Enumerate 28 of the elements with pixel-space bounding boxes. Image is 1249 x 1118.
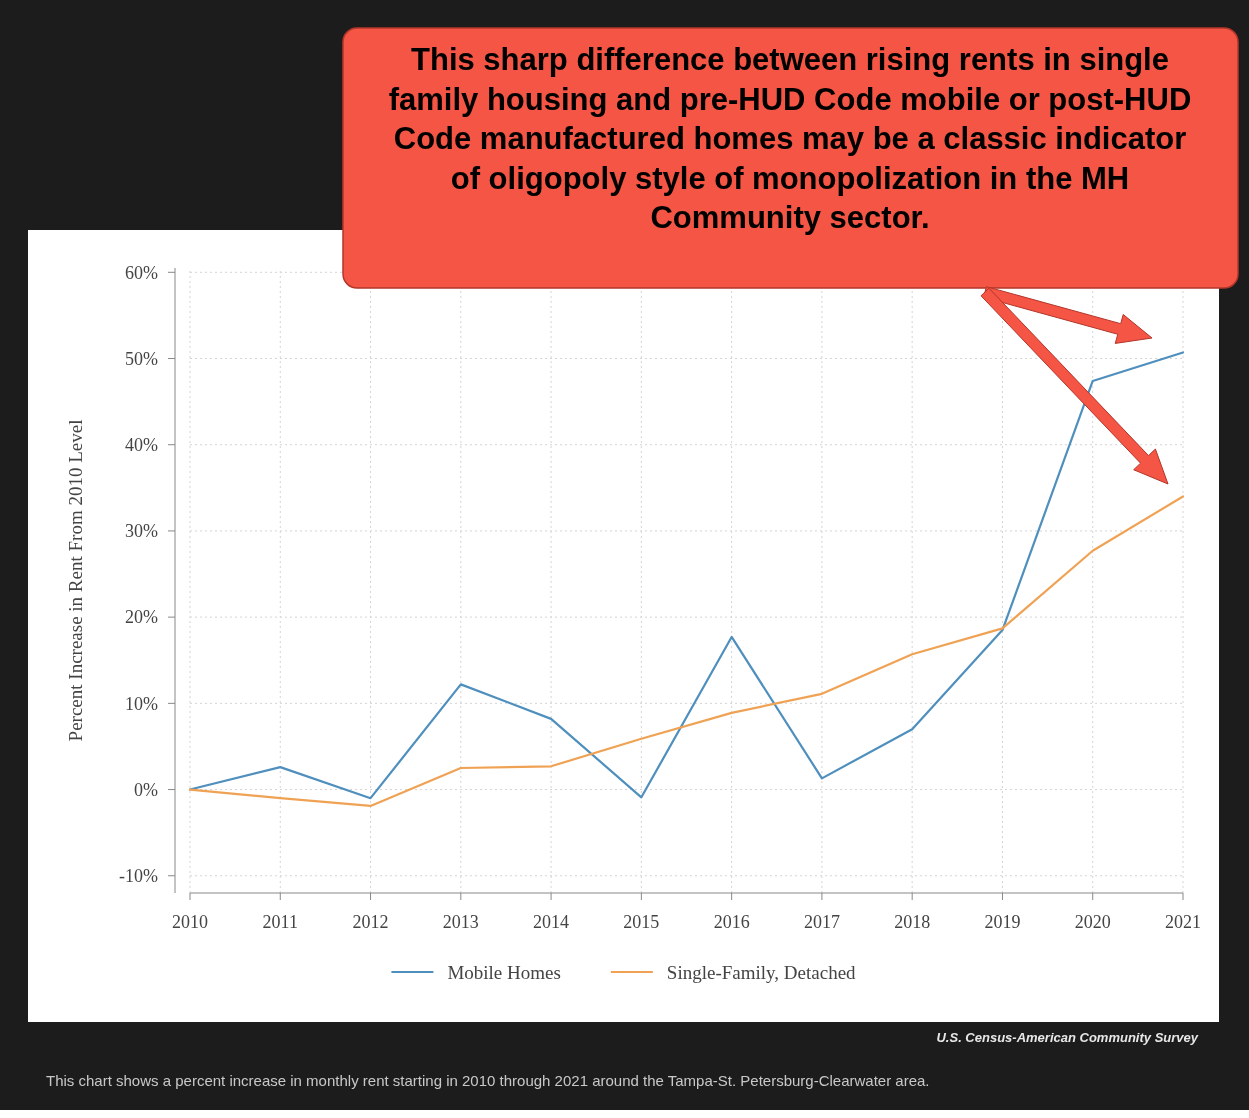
text: U.S. Census-American Community Survey bbox=[936, 1030, 1199, 1045]
x-tick-label: 2014 bbox=[533, 912, 570, 932]
line-series bbox=[188, 495, 1185, 808]
text: This sharp difference between rising rents in single family housing and pre-HUD Code mobile or post-HUD Code manufactured homes may be a classic indicator of oligopoly style of monopolization in the MH Community sector. bbox=[388, 42, 1192, 235]
x-tick-label: 2012 bbox=[352, 912, 389, 932]
y-axis-title: Percent Increase in Rent From 2010 Level bbox=[65, 419, 86, 742]
x-tick-label: 2011 bbox=[262, 912, 298, 932]
legend-label: Single-Family, Detached bbox=[666, 961, 857, 983]
y-tick-label: 60% bbox=[125, 262, 158, 283]
y-tick-label: 20% bbox=[125, 607, 158, 628]
line-series bbox=[188, 351, 1185, 800]
x-tick-label: 2015 bbox=[623, 912, 660, 932]
y-tick-label: 30% bbox=[125, 521, 158, 542]
x-tick-label: 2013 bbox=[442, 912, 479, 932]
x-tick-label: 2017 bbox=[803, 912, 840, 932]
x-tick-label: 2021 bbox=[1165, 912, 1201, 932]
y-tick-label: -10% bbox=[119, 866, 158, 887]
x-tick-label: 2020 bbox=[1074, 912, 1111, 932]
x-tick-label: 2019 bbox=[984, 912, 1021, 932]
x-tick-label: 2018 bbox=[894, 912, 931, 932]
legend-label: Mobile Homes bbox=[447, 961, 561, 983]
y-tick-label: 50% bbox=[125, 348, 158, 369]
y-tick-label: 0% bbox=[134, 779, 158, 800]
text: This chart shows a percent increase in monthly rent starting in 2010 through 2021 around the Tampa-St. Petersburg-Clearwater area. bbox=[46, 1072, 930, 1089]
x-tick-label: 2010 bbox=[172, 912, 208, 932]
x-tick-label: 2016 bbox=[713, 912, 750, 932]
y-tick-label: 10% bbox=[125, 693, 158, 714]
y-tick-label: 40% bbox=[125, 435, 158, 456]
